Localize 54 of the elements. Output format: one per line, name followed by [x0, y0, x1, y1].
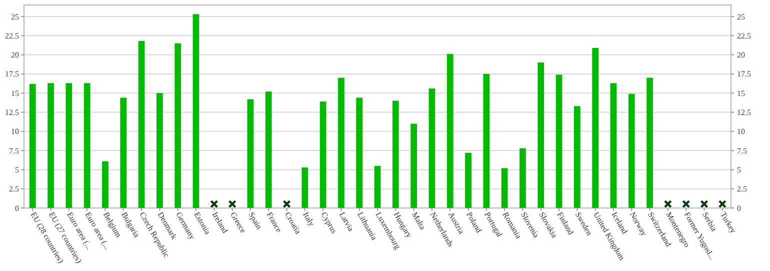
y-tick-label: 5 — [15, 166, 19, 174]
bar — [483, 74, 490, 208]
bar — [628, 94, 635, 208]
y2-tick-label: 2.5 — [737, 184, 747, 194]
y2-tick-label: 5 — [737, 166, 741, 174]
bar — [356, 98, 363, 208]
bar — [610, 83, 617, 208]
y-tick-label: 20 — [11, 50, 19, 60]
bar — [556, 74, 562, 208]
bar — [410, 124, 417, 208]
y2-tick-label: 12.5 — [737, 108, 751, 118]
y2-tick-label: 25 — [737, 12, 745, 22]
y2-tick-label: 20 — [737, 50, 745, 60]
bar — [156, 93, 163, 208]
bar — [120, 98, 127, 208]
bar — [66, 83, 72, 208]
y2-tick-label: 7.5 — [737, 146, 747, 156]
y-tick-label: 17.5 — [5, 70, 19, 79]
bar — [192, 14, 200, 208]
bar — [428, 88, 436, 208]
bar — [338, 78, 344, 208]
y-tick-label: 22.5 — [5, 31, 19, 40]
y-tick-label: 10 — [11, 127, 19, 136]
bar — [48, 83, 54, 208]
bar — [138, 41, 145, 208]
y2-tick-label: 15 — [737, 88, 745, 98]
y-tick-label: 25 — [11, 12, 19, 22]
bar — [538, 62, 544, 208]
y-tick-label: 0 — [15, 204, 19, 213]
bar — [29, 84, 36, 208]
bar — [501, 168, 508, 208]
bar — [102, 161, 108, 208]
bar — [247, 99, 254, 208]
y-tick-label: 7.5 — [9, 146, 19, 156]
bar — [446, 54, 454, 208]
bar — [574, 106, 580, 208]
y2-tick-label: 17.5 — [737, 70, 751, 79]
bar — [174, 43, 182, 208]
bar — [646, 78, 653, 208]
y-tick-label: 2.5 — [9, 184, 19, 194]
bar — [592, 48, 598, 208]
bar — [265, 92, 272, 208]
y2-tick-label: 0 — [737, 204, 741, 213]
bar — [374, 166, 381, 208]
y2-tick-label: 22.5 — [737, 31, 751, 40]
bar — [84, 83, 90, 208]
bar — [302, 167, 308, 208]
y-tick-label: 12.5 — [5, 108, 19, 118]
bar — [465, 152, 472, 208]
y2-tick-label: 10 — [737, 127, 745, 136]
y-tick-label: 15 — [11, 88, 19, 98]
bar — [392, 100, 399, 208]
bar — [520, 148, 526, 208]
bar — [320, 102, 326, 208]
